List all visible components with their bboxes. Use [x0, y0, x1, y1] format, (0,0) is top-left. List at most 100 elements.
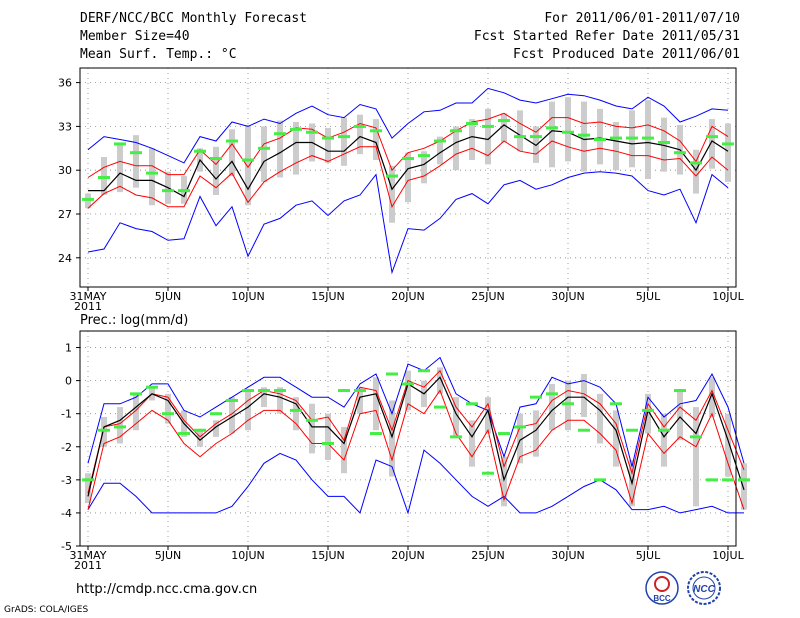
plot-frame [79, 67, 737, 288]
median-marker [562, 130, 574, 134]
median-marker [178, 189, 190, 193]
variable-label: Mean Surf. Temp.: °C [80, 47, 237, 62]
x-tick-label: 5JUN [155, 290, 182, 303]
median-marker [418, 369, 430, 373]
spread-box [677, 390, 683, 441]
ncc-logo-text: NCC [693, 584, 715, 595]
spread-box [325, 413, 331, 460]
median-marker [354, 389, 366, 393]
spread-box [197, 430, 203, 447]
spread-box [549, 383, 555, 431]
plot-frame [79, 330, 737, 547]
y-tick-label: -4 [61, 507, 72, 520]
median-marker [530, 395, 542, 399]
median-marker [562, 402, 574, 406]
max-line [87, 356, 745, 467]
spread-box [533, 410, 539, 457]
median-marker [690, 435, 702, 439]
spread-box [517, 110, 523, 152]
x-year-label: 2011 [74, 300, 102, 313]
x-tick-label: 30JUN [551, 549, 585, 562]
median-marker [434, 139, 446, 143]
x-tick-label: 31MAY [70, 290, 107, 303]
median-marker [722, 478, 734, 482]
temperature-panel: 24 27 30 33 36 31MAY 5JUN 10JUN 15JUN 20JUN 25JUN 3… [58, 67, 745, 313]
median-marker [530, 135, 542, 139]
spread-box [693, 149, 699, 194]
median-marker [98, 176, 110, 179]
median-marker [210, 157, 222, 161]
median-marker [450, 129, 462, 133]
median-marker [610, 136, 622, 140]
spread-box [469, 119, 475, 160]
x-tick-label: 10JUL [712, 549, 744, 562]
x-tick-label: 31MAY [70, 549, 107, 562]
spread-box [405, 152, 411, 203]
median-marker [338, 389, 350, 393]
x-tick-label: 15JUN [311, 290, 345, 303]
lower-spread-line [87, 389, 745, 510]
median-marker [674, 151, 686, 155]
spread-box [693, 407, 699, 507]
spread-box [261, 126, 267, 182]
median-marker [114, 142, 126, 146]
median-marker [322, 441, 334, 445]
spread-box [117, 142, 123, 193]
precipitation-panel: -5 -4 -3 -2 -1 0 1 31MAY 5JUN 10JUN 15JUN 20JUN 25JU… [61, 330, 750, 572]
spread-box [229, 129, 235, 177]
spread-box [277, 387, 283, 414]
median-marker [402, 382, 414, 386]
y-tick-label: 27 [58, 208, 72, 221]
median-marker [482, 471, 494, 475]
chart-title: DERF/NCC/BCC Monthly Forecast [80, 11, 307, 26]
spread-box [597, 108, 603, 165]
median-marker [626, 136, 638, 140]
median-marker [306, 130, 318, 134]
y-tick-label: -5 [61, 540, 72, 553]
y-tick-label: 1 [65, 342, 72, 355]
ncc-logo-icon: NCC [687, 571, 721, 605]
x-tick-label: 25JUN [471, 549, 505, 562]
median-marker [738, 478, 750, 482]
spread-box [645, 393, 651, 434]
median-marker [290, 408, 302, 412]
x-tick-label: 10JUL [712, 290, 744, 303]
x-tick-label: 5JUL [636, 290, 661, 303]
median-marker [642, 136, 654, 140]
median-marker [386, 372, 398, 376]
median-marker [386, 174, 398, 178]
mean-line [88, 124, 729, 198]
median-marker [514, 425, 526, 429]
spread-box [165, 393, 171, 424]
y-tick-label: 30 [58, 164, 72, 177]
median-marker [146, 385, 158, 389]
spread-box [725, 123, 731, 182]
spread-box [245, 390, 251, 431]
median-marker [274, 389, 286, 393]
x-year-label: 2011 [74, 559, 102, 572]
median-marker [370, 432, 382, 436]
median-marker [498, 432, 510, 436]
median-marker [706, 135, 718, 139]
spread-box [133, 135, 139, 188]
median-marker [242, 158, 254, 162]
median-marker [722, 142, 734, 146]
source-url[interactable]: http://cmdp.ncc.cma.gov.cn [76, 582, 258, 597]
member-size: Member Size=40 [80, 29, 190, 44]
spread-box [373, 377, 379, 431]
median-marker [354, 124, 366, 128]
median-marker [194, 428, 206, 432]
spread-box [661, 413, 667, 467]
spread-box [213, 420, 219, 437]
spread-box [101, 417, 107, 447]
bcc-logo-icon: BCC [645, 571, 679, 605]
spread-box [613, 122, 619, 171]
spread-box [261, 387, 267, 408]
median-marker [178, 432, 190, 436]
spread-box [613, 410, 619, 467]
y-tick-label: -3 [61, 474, 72, 487]
spread-box [341, 117, 347, 166]
y-tick-label: 36 [58, 77, 72, 90]
spread-box [581, 374, 587, 417]
spread-box [213, 146, 219, 196]
